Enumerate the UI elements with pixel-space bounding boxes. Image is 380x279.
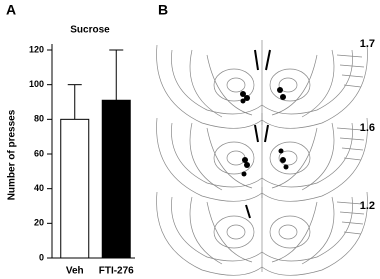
section-label: 1.2 xyxy=(360,200,375,212)
y-axis-label: Number of presses xyxy=(7,109,18,200)
y-tick-label: 60 xyxy=(34,148,44,158)
y-tick-label: 80 xyxy=(34,114,44,124)
section-drawing xyxy=(156,186,368,276)
section-label: 1.6 xyxy=(360,122,375,134)
bar xyxy=(101,99,131,259)
y-tick-label: 20 xyxy=(34,218,44,228)
brain-sections xyxy=(156,39,368,276)
y-tick-label: 120 xyxy=(29,44,44,54)
bar xyxy=(60,118,90,259)
y-tick-label: 40 xyxy=(34,183,44,193)
x-tick-label: Veh xyxy=(66,266,84,277)
panel-label: A xyxy=(6,2,16,18)
panel-label: B xyxy=(158,2,168,18)
x-tick-label: FTI-276 xyxy=(99,266,134,277)
y-tick-label: 0 xyxy=(39,252,44,262)
chart-title: Sucrose xyxy=(70,25,110,36)
y-tick-label: 100 xyxy=(29,79,44,89)
section-label: 1.7 xyxy=(360,38,375,50)
